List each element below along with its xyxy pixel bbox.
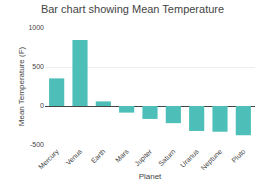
svg-text:Earth: Earth — [90, 148, 107, 165]
svg-text:Neptune: Neptune — [200, 148, 224, 172]
svg-text:Saturn: Saturn — [157, 148, 177, 168]
svg-text:Jupiter: Jupiter — [133, 147, 154, 168]
svg-text:Bar chart showing Mean Tempera: Bar chart showing Mean Temperature — [41, 3, 224, 15]
svg-text:Venus: Venus — [64, 147, 83, 166]
svg-text:Mean Temperature (F): Mean Temperature (F) — [17, 46, 26, 126]
svg-text:1000: 1000 — [28, 24, 44, 31]
svg-text:Mercury: Mercury — [37, 147, 61, 171]
svg-text:Planet: Planet — [139, 172, 162, 181]
svg-text:0: 0 — [40, 102, 44, 109]
svg-text:500: 500 — [32, 63, 44, 70]
svg-text:Pluto: Pluto — [230, 148, 246, 164]
svg-text:Uranus: Uranus — [179, 147, 200, 168]
svg-text:Mars: Mars — [114, 147, 130, 163]
svg-text:-500: -500 — [30, 141, 44, 148]
